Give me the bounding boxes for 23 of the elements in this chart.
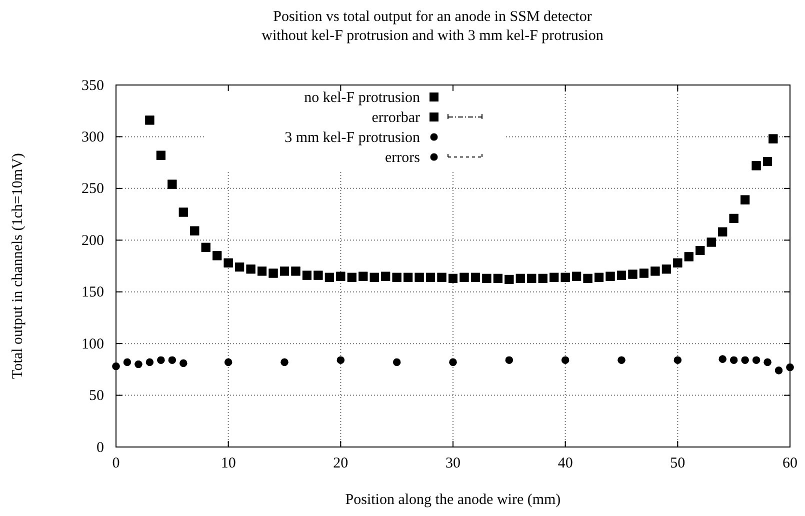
chart-subtitle: without kel-F protrusion and with 3 mm kel-F protrusion [262,28,604,44]
x-tick-label: 50 [670,456,686,472]
x-tick-label: 10 [220,456,236,472]
y-tick-label: 50 [89,388,104,404]
legend-label: no kel-F protrusion [304,90,420,106]
legend-label: errorbar [372,110,420,126]
x-axis-title: Position along the anode wire (mm) [345,492,561,508]
y-tick-label: 150 [82,284,104,301]
x-tick-label: 60 [782,456,798,472]
y-tick-label: 200 [82,232,104,249]
x-tick-label: 20 [333,456,348,472]
y-tick-label: 350 [82,78,104,94]
y-tick-label: 100 [82,336,104,352]
chart-title: Position vs total output for an anode in SSM detector [273,9,592,25]
y-tick-label: 0 [96,440,104,456]
legend-label: errors [385,150,420,166]
legend-label: 3 mm kel-F protrusion [284,130,420,146]
x-tick-label: 0 [112,456,120,472]
x-tick-label: 30 [446,456,460,472]
x-tick-label: 40 [558,456,573,472]
y-tick-label: 300 [82,130,104,146]
y-tick-label: 250 [82,181,104,198]
y-axis-title: Total output in channels (1ch=10mV) [10,153,26,379]
